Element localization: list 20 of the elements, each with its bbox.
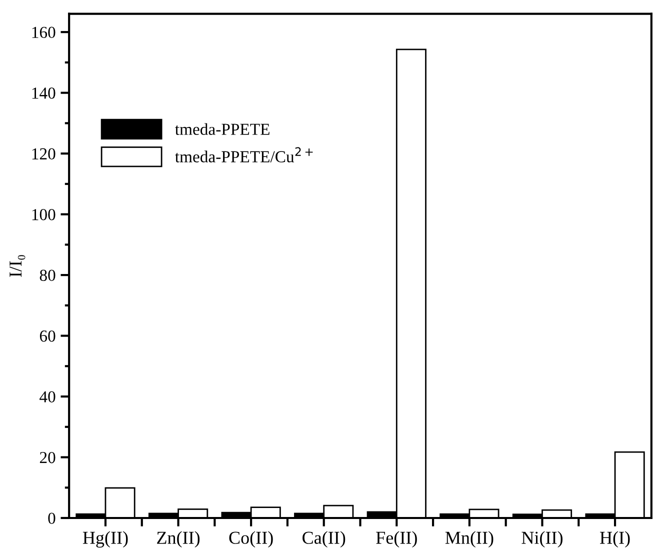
y-tick-label: 100 [32,208,56,220]
x-tick-label: H(I) [600,531,630,548]
y-tick-label: 20 [40,452,56,464]
x-tick-label: Ni(II) [522,531,562,548]
y-tick-label: 120 [32,148,56,160]
y-axis-title: I/I₀ [10,255,26,277]
legend-label: tmeda-PPETE/Cu$^{2+}$ [175,147,313,162]
x-tick-label: Fe(II) [376,531,417,548]
legend-label: tmeda-PPETE [175,123,270,135]
y-tick-label: 40 [40,391,56,402]
x-tick-label: Co(II) [229,531,273,548]
y-tick-label: 0 [48,512,56,524]
x-tick-label: Ca(II) [302,531,346,548]
x-tick-label: Mn(II) [445,531,494,548]
x-tick-label: Zn(II) [157,531,200,548]
y-tick-label: 80 [40,270,56,281]
y-tick-label: 60 [40,330,56,342]
x-tick-label: Hg(II) [82,531,128,548]
y-tick-label: 160 [32,26,56,38]
y-tick-label: 140 [32,88,56,99]
